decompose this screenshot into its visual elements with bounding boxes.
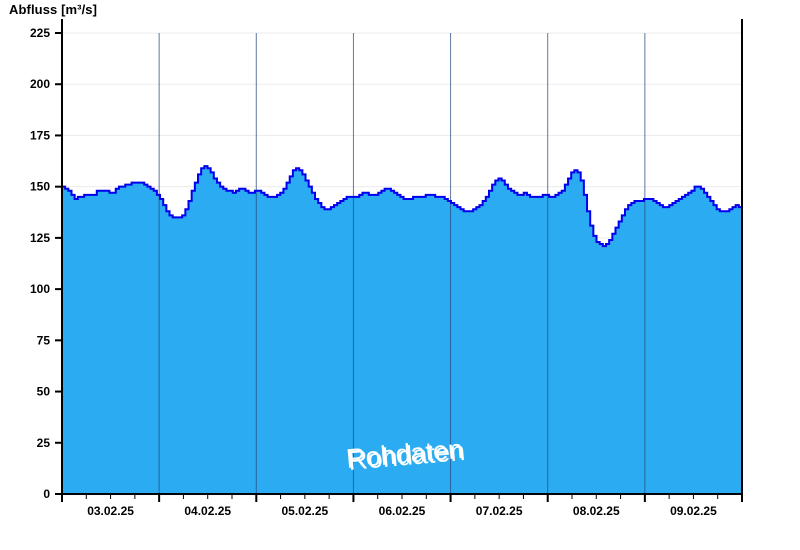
x-tick-label: 09.02.25 [670, 504, 717, 518]
y-tick-label: 125 [30, 231, 50, 245]
x-tick-label: 06.02.25 [379, 504, 426, 518]
y-tick-label: 225 [30, 26, 50, 40]
page-title: Abfluss [m³/s] [9, 2, 98, 17]
x-tick-label: 07.02.25 [476, 504, 523, 518]
data-line-group [62, 165, 743, 248]
y-tick-label: 150 [30, 180, 50, 194]
y-tick-label: 100 [30, 282, 50, 296]
area-fill [62, 166, 742, 494]
day-separator-group [158, 33, 646, 494]
y-tick-label: 25 [37, 436, 51, 450]
y-tick-label: 75 [37, 333, 51, 347]
x-tick-label: 04.02.25 [184, 504, 231, 518]
x-tick-label: 05.02.25 [281, 504, 328, 518]
data-line [62, 165, 743, 248]
area-fill-group [62, 166, 742, 494]
x-tick-label: 03.02.25 [87, 504, 134, 518]
x-tick-label: 08.02.25 [573, 504, 620, 518]
y-tick-group: 0 25 50 75 100 125 150 175 200 225 [30, 26, 62, 501]
y-tick-label: 50 [37, 385, 51, 399]
y-tick-label: 0 [43, 487, 50, 501]
y-tick-label: 200 [30, 77, 50, 91]
x-tick-group: 03.02.25 04.02.25 05.02.25 06.02.25 07.02.25… [61, 494, 743, 518]
y-tick-label: 175 [30, 128, 50, 142]
